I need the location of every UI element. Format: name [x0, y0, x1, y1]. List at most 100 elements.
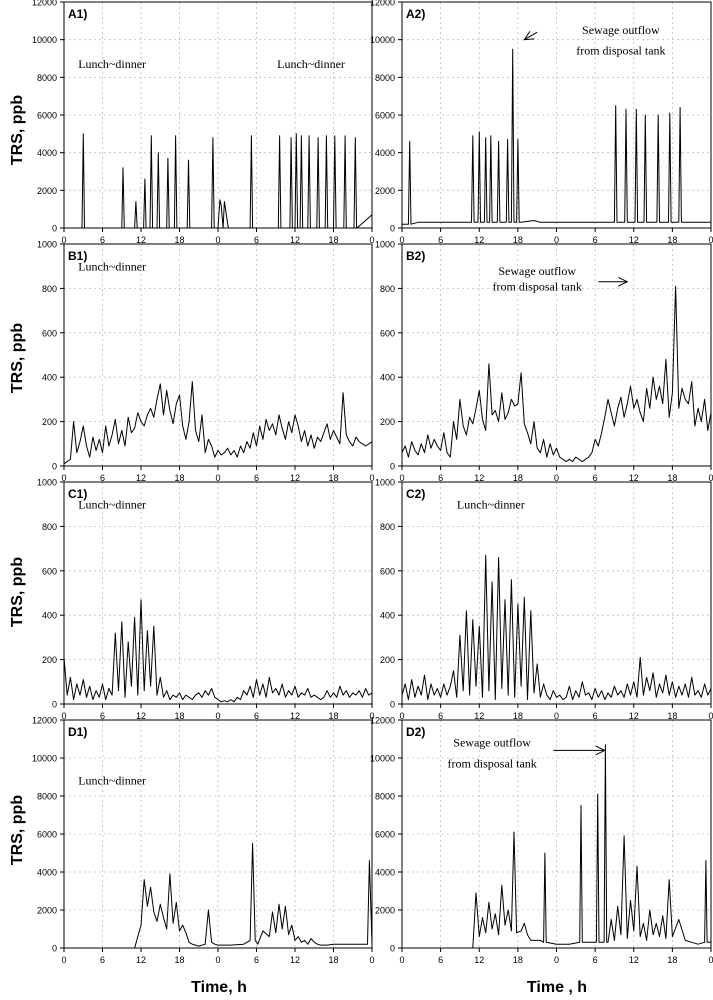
x-tick-label: 0 [215, 235, 220, 245]
x-tick-label: 12 [474, 235, 484, 245]
x-tick-label: 18 [513, 711, 523, 721]
x-tick-label: 12 [290, 955, 300, 965]
x-tick-label: 12 [136, 235, 146, 245]
y-tick-label: 800 [380, 522, 395, 532]
y-tick-label: 0 [390, 224, 395, 234]
x-tick-label: 6 [593, 235, 598, 245]
y-tick-label: 2000 [37, 906, 57, 916]
annotation-text: from disposal tank [576, 44, 665, 58]
x-tick-label: 6 [254, 473, 259, 483]
annotation-text: from disposal tank [447, 757, 536, 771]
panel-label: D2) [406, 725, 425, 739]
x-tick-label: 12 [136, 711, 146, 721]
annotation-text: Sewage outflow [453, 736, 531, 750]
x-tick-label: 6 [254, 955, 259, 965]
y-tick-label: 0 [390, 944, 395, 954]
annotation-arrow-shaft [524, 31, 538, 41]
y-tick-label: 0 [52, 224, 57, 234]
y-tick-label: 200 [380, 655, 395, 665]
annotation-text: Sewage outflow [582, 23, 660, 37]
x-tick-label: 12 [474, 711, 484, 721]
x-tick-label: 6 [593, 955, 598, 965]
y-tick-label: 200 [380, 417, 395, 427]
series-line-trs [401, 285, 712, 463]
y-tick-label: 0 [52, 462, 57, 472]
x-tick-label: 18 [513, 473, 523, 483]
y-tick-label: 0 [390, 700, 395, 710]
panel-a1: 0 2000 4000 6000 8000 10000 12000 0 6 12 18 0 6 12 18 0… [32, 0, 375, 245]
series-line-trs [64, 843, 373, 949]
x-tick-label: 18 [174, 955, 184, 965]
x-tick-label: 6 [438, 473, 443, 483]
x-tick-label: 0 [399, 235, 404, 245]
x-tick-label: 0 [215, 955, 220, 965]
y-tick-label: 600 [42, 566, 57, 576]
y-tick-label: 0 [52, 700, 57, 710]
annotation-text: Lunch~dinner [457, 498, 525, 512]
y-tick-label: 6000 [37, 111, 57, 121]
y-axis-title-row-b: TRS, ppb [9, 323, 26, 393]
y-tick-label: 4000 [37, 868, 57, 878]
x-axis-title-left: Time, h [191, 979, 247, 996]
annotation-text: Lunch~dinner [78, 498, 146, 512]
y-axis-title-row-d: TRS, ppb [9, 795, 26, 865]
panel-label: C2) [406, 487, 425, 501]
x-tick-label: 6 [254, 711, 259, 721]
y-tick-label: 6000 [375, 111, 395, 121]
x-tick-label: 0 [708, 711, 713, 721]
x-tick-label: 0 [554, 235, 559, 245]
x-tick-label: 6 [593, 473, 598, 483]
y-axis-title-row-a: TRS, ppb [9, 95, 26, 165]
annotation-text: Sewage outflow [498, 264, 576, 278]
y-tick-label: 400 [380, 373, 395, 383]
y-tick-label: 4000 [375, 868, 395, 878]
x-tick-label: 12 [474, 955, 484, 965]
x-tick-label: 0 [399, 711, 404, 721]
annotation-text: from disposal tank [493, 280, 582, 294]
panel-d1: 0 2000 4000 6000 8000 10000 12000 0 6 12 18 0 6 12 18 0… [32, 716, 375, 966]
y-tick-label: 8000 [37, 792, 57, 802]
x-tick-label: 12 [290, 473, 300, 483]
x-tick-label: 18 [667, 955, 677, 965]
y-tick-label: 800 [42, 284, 57, 294]
x-tick-label: 0 [708, 235, 713, 245]
panel-b2: 0 200 400 600 800 1000 0 6 12 18 0 6 12 18 0 B2) Sewage … [375, 240, 713, 484]
x-tick-label: 18 [667, 711, 677, 721]
x-tick-label: 6 [100, 235, 105, 245]
x-tick-label: 6 [438, 235, 443, 245]
x-tick-label: 0 [369, 235, 374, 245]
y-tick-label: 12000 [32, 716, 57, 726]
x-tick-label: 6 [100, 473, 105, 483]
y-tick-label: 6000 [37, 830, 57, 840]
x-tick-label: 6 [438, 955, 443, 965]
x-tick-label: 6 [593, 711, 598, 721]
y-tick-label: 600 [380, 566, 395, 576]
x-tick-label: 18 [328, 711, 338, 721]
y-tick-label: 10000 [370, 35, 395, 45]
x-tick-label: 6 [100, 711, 105, 721]
x-tick-label: 0 [708, 955, 713, 965]
y-tick-label: 400 [42, 611, 57, 621]
x-tick-label: 12 [629, 955, 639, 965]
x-tick-label: 18 [328, 955, 338, 965]
annotation-text: Lunch~dinner [277, 57, 345, 71]
y-tick-label: 2000 [375, 906, 395, 916]
y-tick-label: 200 [42, 655, 57, 665]
panel-d2: 0 2000 4000 6000 8000 10000 12000 0 6 12 18 0 6 12 18 0… [370, 716, 713, 966]
y-tick-label: 6000 [375, 830, 395, 840]
x-tick-label: 18 [513, 955, 523, 965]
y-tick-label: 800 [380, 284, 395, 294]
y-tick-label: 1000 [37, 240, 57, 250]
series-line-trs [402, 744, 711, 949]
x-tick-label: 12 [474, 473, 484, 483]
x-axis-title-right: Time , h [527, 979, 587, 996]
series-line-trs [401, 554, 712, 701]
x-tick-label: 12 [290, 235, 300, 245]
y-axis-title-row-c: TRS, ppb [9, 557, 26, 627]
x-tick-label: 18 [174, 473, 184, 483]
x-tick-label: 12 [136, 473, 146, 483]
x-tick-label: 18 [667, 235, 677, 245]
